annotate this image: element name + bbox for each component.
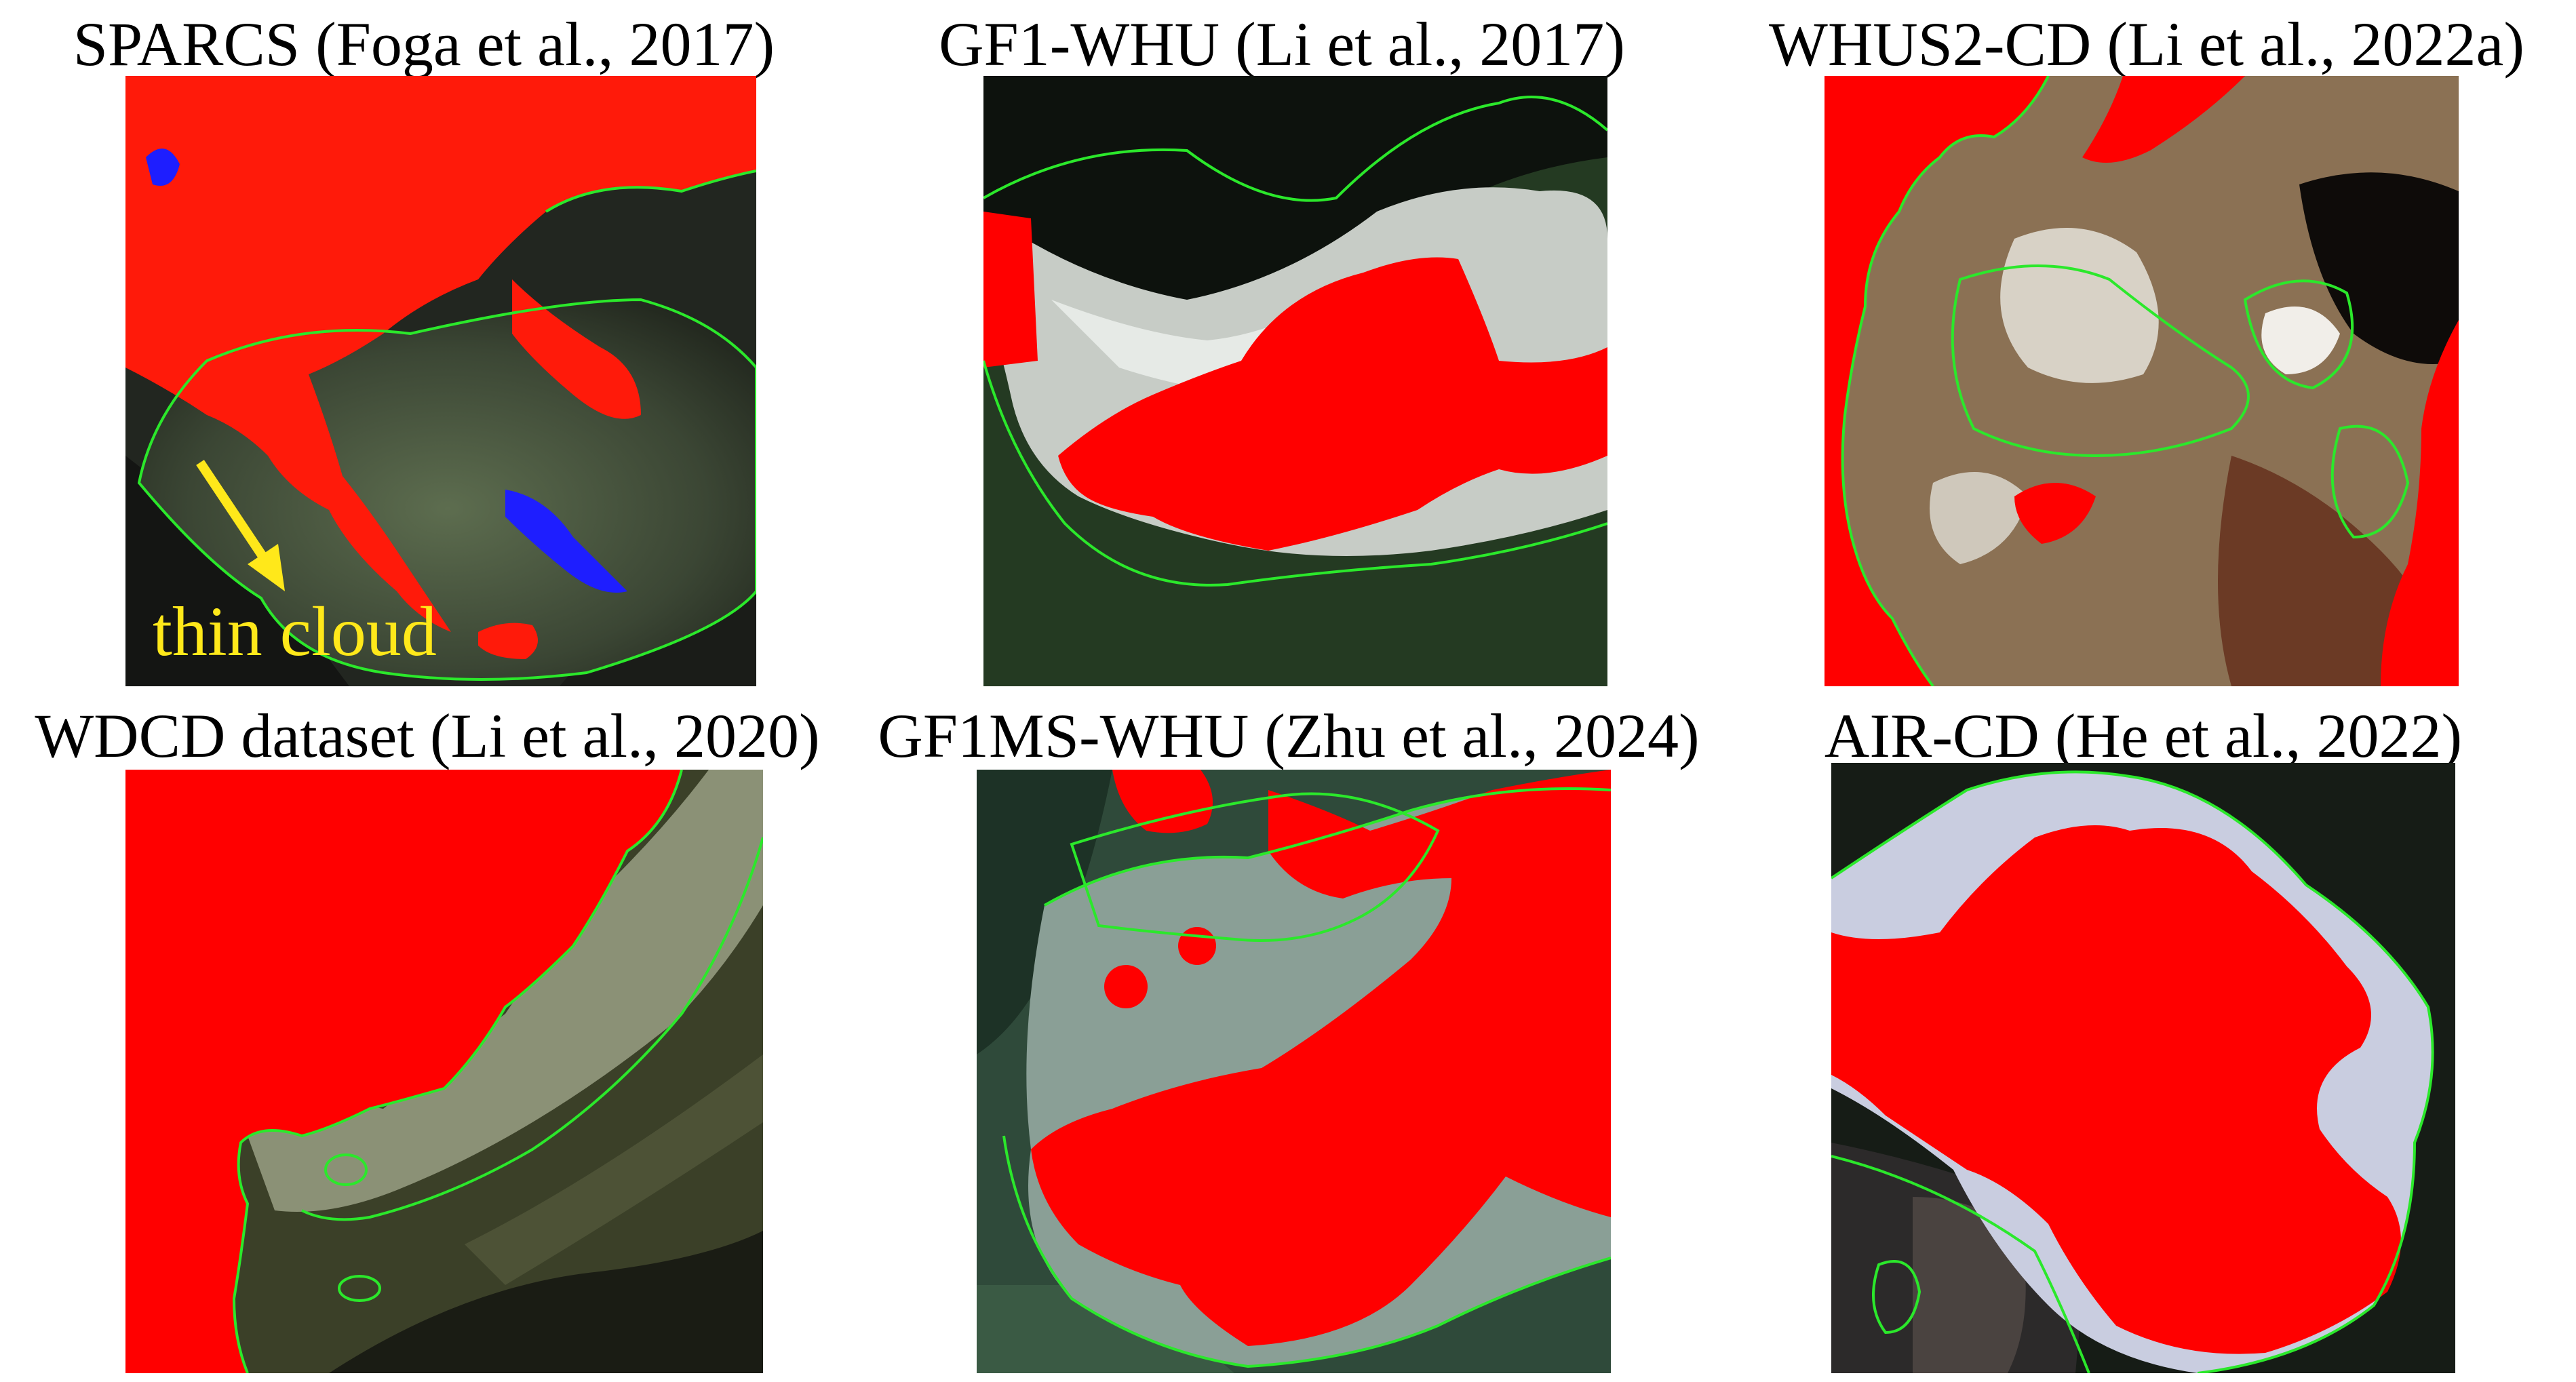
panel-title-gf1-whu: GF1-WHU (Li et al., 2017): [939, 9, 1625, 79]
panel-image-air-cd: [1831, 763, 2455, 1373]
panel-image-sparcs: thin cloud: [125, 76, 756, 686]
panel-image-gf1ms-whu: [977, 770, 1611, 1373]
panel-title-whus2-cd: WHUS2-CD (Li et al., 2022a): [1769, 9, 2524, 79]
panel-image-wdcd: [125, 770, 763, 1373]
panel-title-gf1ms-whu: GF1MS-WHU (Zhu et al., 2024): [878, 701, 1700, 770]
panel-image-whus2-cd: [1824, 76, 2459, 686]
thin-cloud-annotation: thin cloud: [153, 593, 437, 671]
panel-title-sparcs: SPARCS (Foga et al., 2017): [73, 9, 775, 79]
panel-title-air-cd: AIR-CD (He et al., 2022): [1824, 701, 2463, 770]
panel-title-wdcd: WDCD dataset (Li et al., 2020): [35, 701, 820, 770]
panel-image-gf1-whu: [983, 76, 1607, 686]
